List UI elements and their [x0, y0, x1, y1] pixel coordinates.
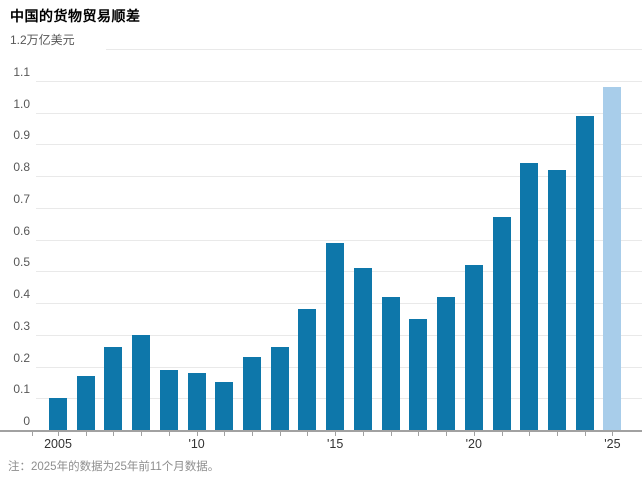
axis-tick [196, 432, 198, 436]
gridline [36, 176, 642, 177]
bar-2006 [76, 376, 95, 430]
y-axis-label: 0.7 [13, 191, 30, 206]
y-axis-label: 0.2 [13, 350, 30, 365]
axis-origin-tick [32, 432, 33, 436]
axis-tick [390, 432, 392, 436]
bar-2005 [49, 398, 67, 430]
gridline [106, 49, 642, 50]
bar-2010 [187, 372, 206, 430]
axis-tick [113, 432, 115, 436]
bar-2008 [132, 334, 151, 430]
axis-tick [529, 432, 531, 436]
axis-tick [335, 432, 337, 436]
axis-tick [556, 432, 558, 436]
bar-2013 [270, 347, 289, 430]
y-axis-label: 0.9 [13, 128, 30, 143]
bar-2011 [215, 382, 234, 430]
gridline [36, 239, 642, 241]
axis-tick [446, 432, 448, 436]
x-axis-label: '10 [188, 437, 205, 451]
axis-tick [307, 432, 309, 436]
axis-tick [141, 432, 143, 436]
y-axis-unit-label: 1.2万亿美元 [10, 33, 75, 47]
x-axis-label: '20 [465, 437, 482, 451]
bar-2020 [464, 264, 483, 430]
gridline [36, 112, 642, 114]
y-axis-label: 0.5 [13, 255, 30, 270]
bar-2025 [603, 87, 622, 430]
bar-2023 [547, 169, 566, 430]
y-axis-label: 0.4 [13, 287, 30, 301]
gridline [36, 207, 642, 209]
y-axis-label: 0 [23, 414, 30, 428]
y-axis-label: 1.1 [13, 64, 30, 79]
bar-2012 [243, 356, 262, 430]
bar-2015 [326, 242, 345, 430]
x-axis-label: '25 [604, 437, 621, 451]
footnote: 注：2025年的数据为25年前11个月数据。 [8, 461, 220, 473]
bar-2009 [159, 369, 178, 430]
axis-tick [612, 432, 614, 436]
axis-tick [168, 432, 170, 436]
axis-tick [58, 432, 59, 436]
axis-tick [501, 432, 503, 436]
bar-2014 [298, 309, 317, 430]
axis-tick [362, 432, 364, 436]
x-axis-label: 2005 [44, 437, 72, 451]
bar-2021 [492, 217, 511, 430]
y-axis-label: 0.3 [13, 318, 30, 333]
gridline [36, 144, 642, 146]
y-axis-label: 0.1 [13, 382, 30, 397]
bar-2024 [575, 115, 594, 430]
y-axis-label: 0.6 [13, 223, 30, 238]
axis-tick [473, 432, 475, 436]
bar-2017 [381, 296, 400, 430]
bar-2007 [104, 347, 123, 430]
axis-tick [252, 432, 254, 436]
bar-2019 [437, 296, 456, 430]
bar-2018 [409, 318, 428, 430]
y-axis-label: 1.0 [13, 96, 30, 111]
axis-tick [584, 432, 586, 436]
chart-title: 中国的货物贸易顺差 [10, 8, 141, 24]
gridline [36, 80, 642, 82]
axis-tick [85, 432, 87, 436]
y-axis-label: 0.8 [13, 160, 30, 174]
axis-tick [279, 432, 281, 436]
x-axis-label: '15 [327, 437, 344, 451]
bar-2016 [353, 268, 372, 430]
axis-tick [224, 432, 226, 436]
axis-tick [418, 432, 420, 436]
x-axis-line [0, 430, 642, 432]
bar-2022 [520, 163, 539, 430]
